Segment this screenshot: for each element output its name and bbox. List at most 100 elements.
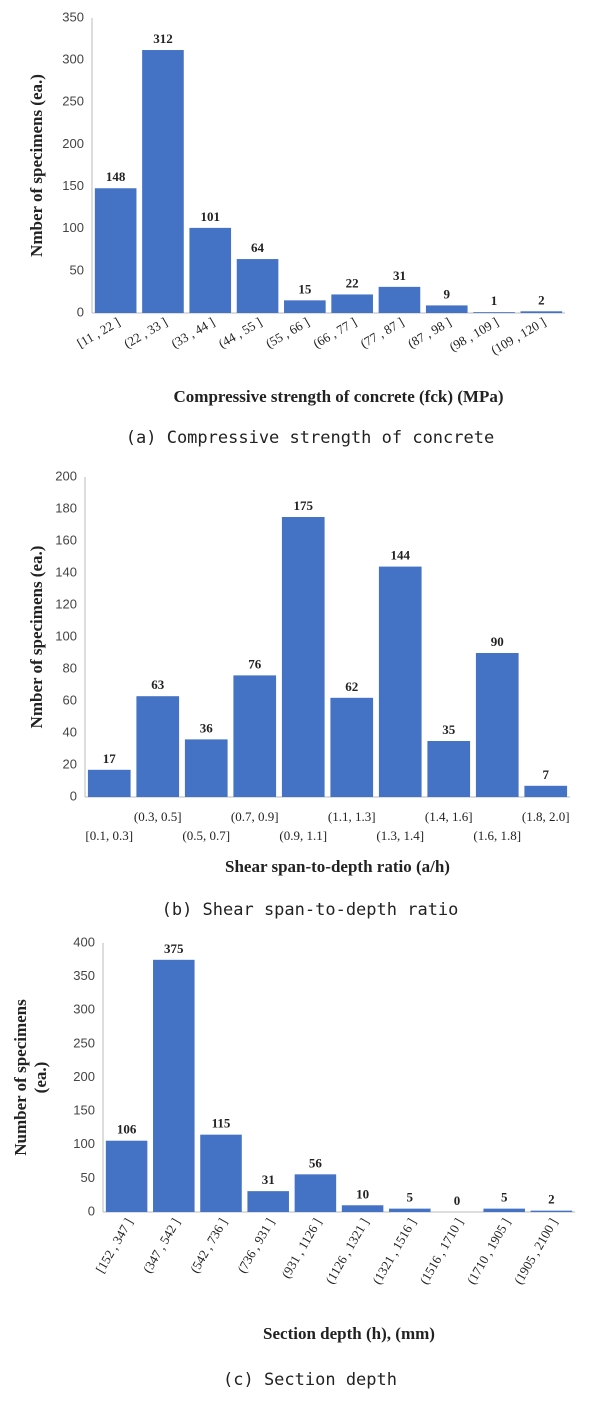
bar bbox=[475, 653, 519, 797]
x-axis-title: Section depth (h), (mm) bbox=[263, 1324, 435, 1343]
value-label: 56 bbox=[309, 1155, 323, 1170]
bar bbox=[189, 227, 232, 313]
value-label: 62 bbox=[345, 679, 358, 694]
y-tick-label: 20 bbox=[63, 756, 77, 771]
x-tick-label: (1321 , 1516 ] bbox=[369, 1215, 419, 1286]
y-tick-label: 250 bbox=[73, 1035, 95, 1050]
bar bbox=[87, 769, 131, 797]
value-label: 2 bbox=[538, 292, 545, 307]
value-label: 63 bbox=[151, 677, 165, 692]
bar bbox=[483, 1208, 525, 1212]
bar bbox=[331, 294, 373, 313]
bar bbox=[427, 741, 471, 797]
value-label: 22 bbox=[346, 275, 359, 290]
bar bbox=[236, 259, 279, 313]
bar bbox=[136, 696, 180, 797]
y-tick-label: 50 bbox=[70, 262, 84, 277]
bar bbox=[520, 311, 563, 313]
y-tick-label: 350 bbox=[73, 968, 95, 983]
y-tick-label: 0 bbox=[88, 1203, 95, 1218]
x-tick-label: [0.1, 0.3] bbox=[85, 828, 133, 843]
y-tick-label: 180 bbox=[55, 500, 77, 515]
bar bbox=[330, 697, 374, 797]
bar bbox=[281, 517, 325, 797]
x-tick-label: (1905 , 2100 ] bbox=[511, 1215, 561, 1286]
value-label: 15 bbox=[298, 281, 312, 296]
y-tick-label: 250 bbox=[62, 94, 84, 109]
y-tick-label: 200 bbox=[62, 136, 84, 151]
y-axis-title: (ea.) bbox=[31, 1062, 50, 1094]
x-tick-label: (1.4, 1.6] bbox=[425, 809, 473, 824]
x-tick-label: [11 , 22 ] bbox=[74, 314, 122, 351]
y-tick-label: 160 bbox=[55, 532, 77, 547]
y-tick-label: 100 bbox=[62, 220, 84, 235]
value-label: 2 bbox=[548, 1192, 555, 1207]
value-label: 144 bbox=[391, 548, 411, 563]
value-label: 115 bbox=[212, 1116, 231, 1131]
y-tick-label: 400 bbox=[73, 934, 95, 949]
y-axis-title: Nmber of specimens (ea.) bbox=[27, 74, 46, 257]
bar bbox=[247, 1191, 289, 1212]
value-label: 375 bbox=[164, 941, 184, 956]
value-label: 76 bbox=[248, 656, 262, 671]
bar bbox=[233, 675, 277, 797]
value-label: 148 bbox=[106, 169, 126, 184]
x-tick-label: (0.9, 1.1] bbox=[279, 828, 327, 843]
x-tick-label: (931 , 1126 ] bbox=[278, 1215, 324, 1280]
x-tick-label: (66 , 77 ] bbox=[310, 314, 359, 351]
y-tick-label: 300 bbox=[62, 52, 84, 67]
x-tick-label: (1516 , 1710 ] bbox=[416, 1215, 466, 1286]
value-label: 64 bbox=[251, 240, 265, 255]
bar bbox=[524, 785, 568, 797]
y-tick-label: 300 bbox=[73, 1002, 95, 1017]
x-axis-title: Compressive strength of concrete (fck) (… bbox=[174, 387, 504, 406]
value-label: 9 bbox=[444, 286, 451, 301]
bar bbox=[389, 1208, 431, 1212]
value-label: 31 bbox=[393, 268, 406, 283]
value-label: 31 bbox=[262, 1172, 275, 1187]
x-tick-label: (55 , 66 ] bbox=[263, 314, 312, 351]
y-tick-label: 120 bbox=[55, 596, 77, 611]
y-tick-label: 350 bbox=[62, 9, 84, 24]
x-tick-label: (1.1, 1.3] bbox=[328, 809, 376, 824]
value-label: 35 bbox=[442, 722, 456, 737]
bar bbox=[105, 1140, 148, 1212]
y-tick-label: 0 bbox=[70, 788, 77, 803]
value-label: 90 bbox=[491, 634, 504, 649]
y-tick-label: 200 bbox=[55, 468, 77, 483]
y-axis-title: Nmber of specimens (ea.) bbox=[27, 546, 46, 729]
x-tick-label: (1.6, 1.8] bbox=[473, 828, 521, 843]
y-tick-label: 150 bbox=[62, 178, 84, 193]
y-tick-label: 100 bbox=[73, 1136, 95, 1151]
value-label: 10 bbox=[356, 1186, 369, 1201]
value-label: 106 bbox=[117, 1122, 137, 1137]
x-tick-label: (0.7, 0.9] bbox=[231, 809, 279, 824]
value-label: 36 bbox=[200, 720, 214, 735]
value-label: 175 bbox=[294, 498, 314, 513]
y-tick-label: 140 bbox=[55, 564, 77, 579]
y-tick-label: 100 bbox=[55, 628, 77, 643]
x-tick-label: (44 , 55 ] bbox=[216, 314, 265, 351]
y-tick-label: 150 bbox=[73, 1103, 95, 1118]
x-tick-label: (1710 , 1905 ] bbox=[464, 1215, 514, 1286]
bar bbox=[142, 50, 184, 314]
bar bbox=[530, 1210, 573, 1212]
y-tick-label: 60 bbox=[63, 692, 77, 707]
bar bbox=[294, 1174, 337, 1212]
caption: (c) Section depth bbox=[223, 1370, 397, 1390]
y-tick-label: 50 bbox=[81, 1170, 95, 1185]
bar bbox=[153, 959, 195, 1212]
y-tick-label: 40 bbox=[63, 724, 77, 739]
x-tick-label: (347 , 542 ] bbox=[140, 1215, 183, 1275]
value-label: 5 bbox=[501, 1190, 508, 1205]
x-tick-label: (77 , 87 ] bbox=[358, 314, 407, 351]
bar bbox=[378, 566, 422, 797]
bar bbox=[378, 286, 421, 313]
value-label: 1 bbox=[491, 293, 498, 308]
x-tick-label: (33 , 44 ] bbox=[168, 314, 217, 351]
x-tick-label: (22 , 33 ] bbox=[121, 314, 170, 351]
bar bbox=[200, 1134, 242, 1212]
y-tick-label: 200 bbox=[73, 1069, 95, 1084]
value-label: 5 bbox=[407, 1190, 414, 1205]
